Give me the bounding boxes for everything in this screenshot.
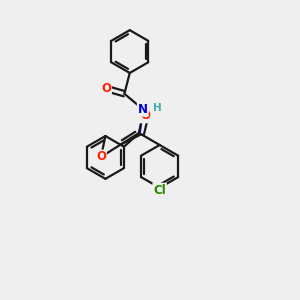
Text: H: H [153,103,161,113]
Text: O: O [101,82,111,95]
Text: O: O [96,151,106,164]
Text: Cl: Cl [153,184,166,197]
Text: N: N [138,103,148,116]
Text: O: O [141,110,151,122]
